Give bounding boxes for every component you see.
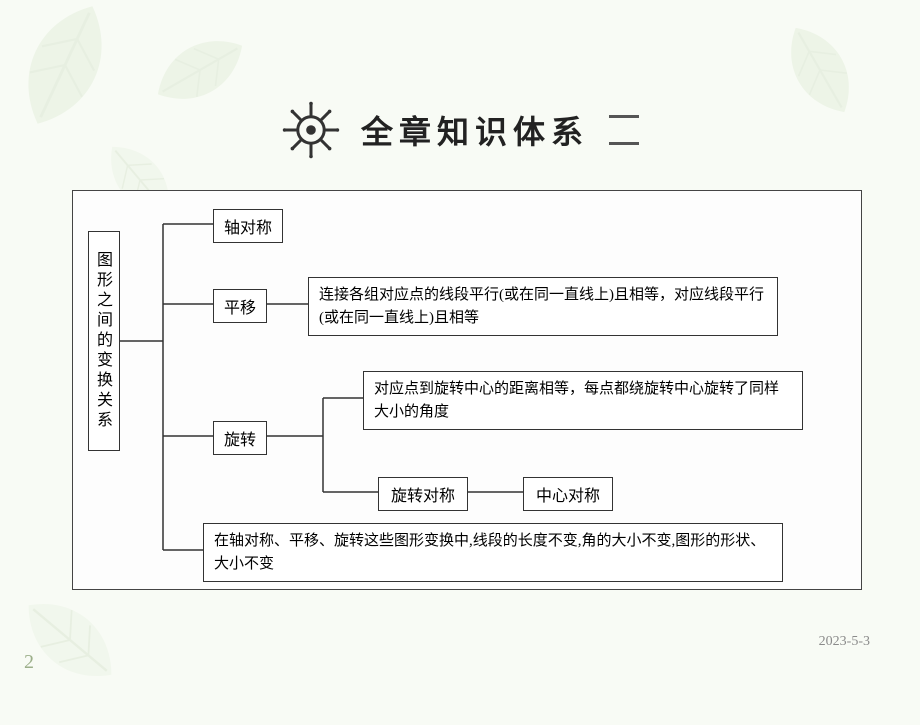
knowledge-diagram: 图形之间的变换关系 轴对称 平移 连接各组对应点的线段平行(或在同一直线上)且相…: [72, 190, 862, 590]
axis-symmetry-node: 轴对称: [213, 209, 283, 243]
center-symmetry-node: 中心对称: [523, 477, 613, 511]
summary-desc: 在轴对称、平移、旋转这些图形变换中,线段的长度不变,角的大小不变,图形的形状、大…: [203, 523, 783, 582]
rotation-symmetry-node: 旋转对称: [378, 477, 468, 511]
translation-desc: 连接各组对应点的线段平行(或在同一直线上)且相等，对应线段平行(或在同一直线上)…: [308, 277, 778, 336]
chapter-header: 全章知识体系: [281, 100, 639, 160]
footer-date: 2023-5-3: [819, 634, 870, 650]
chapter-title: 全章知识体系: [361, 107, 589, 153]
rotation-node: 旋转: [213, 421, 267, 455]
page-number: 2: [24, 651, 34, 674]
rotation-desc: 对应点到旋转中心的距离相等，每点都绕旋转中心旋转了同样大小的角度: [363, 371, 803, 430]
header-decoration-icon: [609, 115, 639, 145]
root-node: 图形之间的变换关系: [88, 231, 120, 451]
translation-node: 平移: [213, 289, 267, 323]
ship-wheel-icon: [281, 100, 341, 160]
